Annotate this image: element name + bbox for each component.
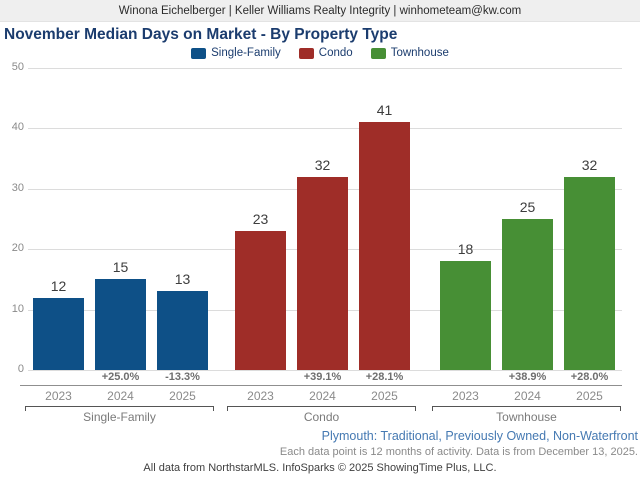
pct-change-label: +28.0% xyxy=(570,371,609,383)
footer-filter-description: Plymouth: Traditional, Previously Owned,… xyxy=(321,429,638,443)
bar-value-label: 12 xyxy=(50,278,67,294)
group-label: Single-Family xyxy=(83,410,156,424)
pct-change-label: -13.3% xyxy=(165,371,200,383)
footer-attribution: All data from NorthstarMLS. InfoSparks ©… xyxy=(143,462,497,474)
bar-value-label: 23 xyxy=(252,211,269,227)
bar-townhouse-2024[interactable] xyxy=(502,219,553,370)
pct-change-label: +28.1% xyxy=(365,371,404,383)
x-axis-year-label: 2025 xyxy=(169,389,196,403)
group-label: Condo xyxy=(303,410,340,424)
bar-condo-2024[interactable] xyxy=(297,177,348,370)
bar-value-label: 41 xyxy=(376,102,393,118)
group-label: Townhouse xyxy=(496,410,557,424)
bar-townhouse-2025[interactable] xyxy=(564,177,615,370)
bar-value-label: 15 xyxy=(112,259,129,275)
x-axis-year-label: 2023 xyxy=(247,389,274,403)
axis-separator-line xyxy=(20,385,622,386)
y-axis-tick-label: 0 xyxy=(17,363,24,375)
legend-swatch-icon xyxy=(298,47,314,59)
chart-legend: Single-Family Condo Townhouse xyxy=(0,46,640,60)
pct-change-label: +39.1% xyxy=(303,371,342,383)
legend-swatch-icon xyxy=(191,47,207,59)
legend-item-condo[interactable]: Condo xyxy=(298,47,353,59)
legend-swatch-icon xyxy=(370,47,386,59)
x-axis-year-label: 2024 xyxy=(309,389,336,403)
x-axis-year-label: 2025 xyxy=(576,389,603,403)
bar-value-label: 32 xyxy=(581,157,598,173)
bar-value-label: 25 xyxy=(519,199,536,215)
legend-item-label: Townhouse xyxy=(390,47,449,59)
header-agent-info: Winona Eichelberger | Keller Williams Re… xyxy=(118,4,522,17)
x-axis-year-label: 2024 xyxy=(514,389,541,403)
bar-single-family-2025[interactable] xyxy=(157,291,208,370)
y-axis-tick-label: 30 xyxy=(11,182,24,194)
bar-townhouse-2023[interactable] xyxy=(440,261,491,370)
bar-condo-2025[interactable] xyxy=(359,122,410,370)
y-axis-tick-label: 20 xyxy=(11,242,24,254)
y-axis-tick-label: 10 xyxy=(11,303,24,315)
gridline-0 xyxy=(28,370,622,371)
bar-value-label: 18 xyxy=(457,241,474,257)
legend-item-townhouse[interactable]: Townhouse xyxy=(370,47,449,59)
legend-item-label: Condo xyxy=(318,47,353,59)
bar-value-label: 32 xyxy=(314,157,331,173)
x-axis-year-label: 2023 xyxy=(452,389,479,403)
pct-change-label: +25.0% xyxy=(101,371,140,383)
legend-item-label: Single-Family xyxy=(211,47,281,59)
header-bar: Winona Eichelberger | Keller Williams Re… xyxy=(0,0,640,22)
group-bracket xyxy=(432,406,621,411)
y-axis-tick-label: 50 xyxy=(11,61,24,73)
y-axis-tick-label: 40 xyxy=(11,121,24,133)
bar-condo-2023[interactable] xyxy=(235,231,286,370)
footer-data-note: Each data point is 12 months of activity… xyxy=(279,446,638,458)
bar-single-family-2023[interactable] xyxy=(33,298,84,370)
bar-single-family-2024[interactable] xyxy=(95,279,146,370)
group-bracket xyxy=(25,406,214,411)
legend-item-single-family[interactable]: Single-Family xyxy=(191,47,281,59)
x-axis-year-label: 2025 xyxy=(371,389,398,403)
x-axis-year-label: 2024 xyxy=(107,389,134,403)
gridline-40 xyxy=(28,128,622,129)
bar-value-label: 13 xyxy=(174,271,191,287)
x-axis-year-label: 2023 xyxy=(45,389,72,403)
group-bracket xyxy=(227,406,416,411)
gridline-50 xyxy=(28,68,622,69)
chart-title: November Median Days on Market - By Prop… xyxy=(4,26,398,43)
pct-change-label: +38.9% xyxy=(508,371,547,383)
